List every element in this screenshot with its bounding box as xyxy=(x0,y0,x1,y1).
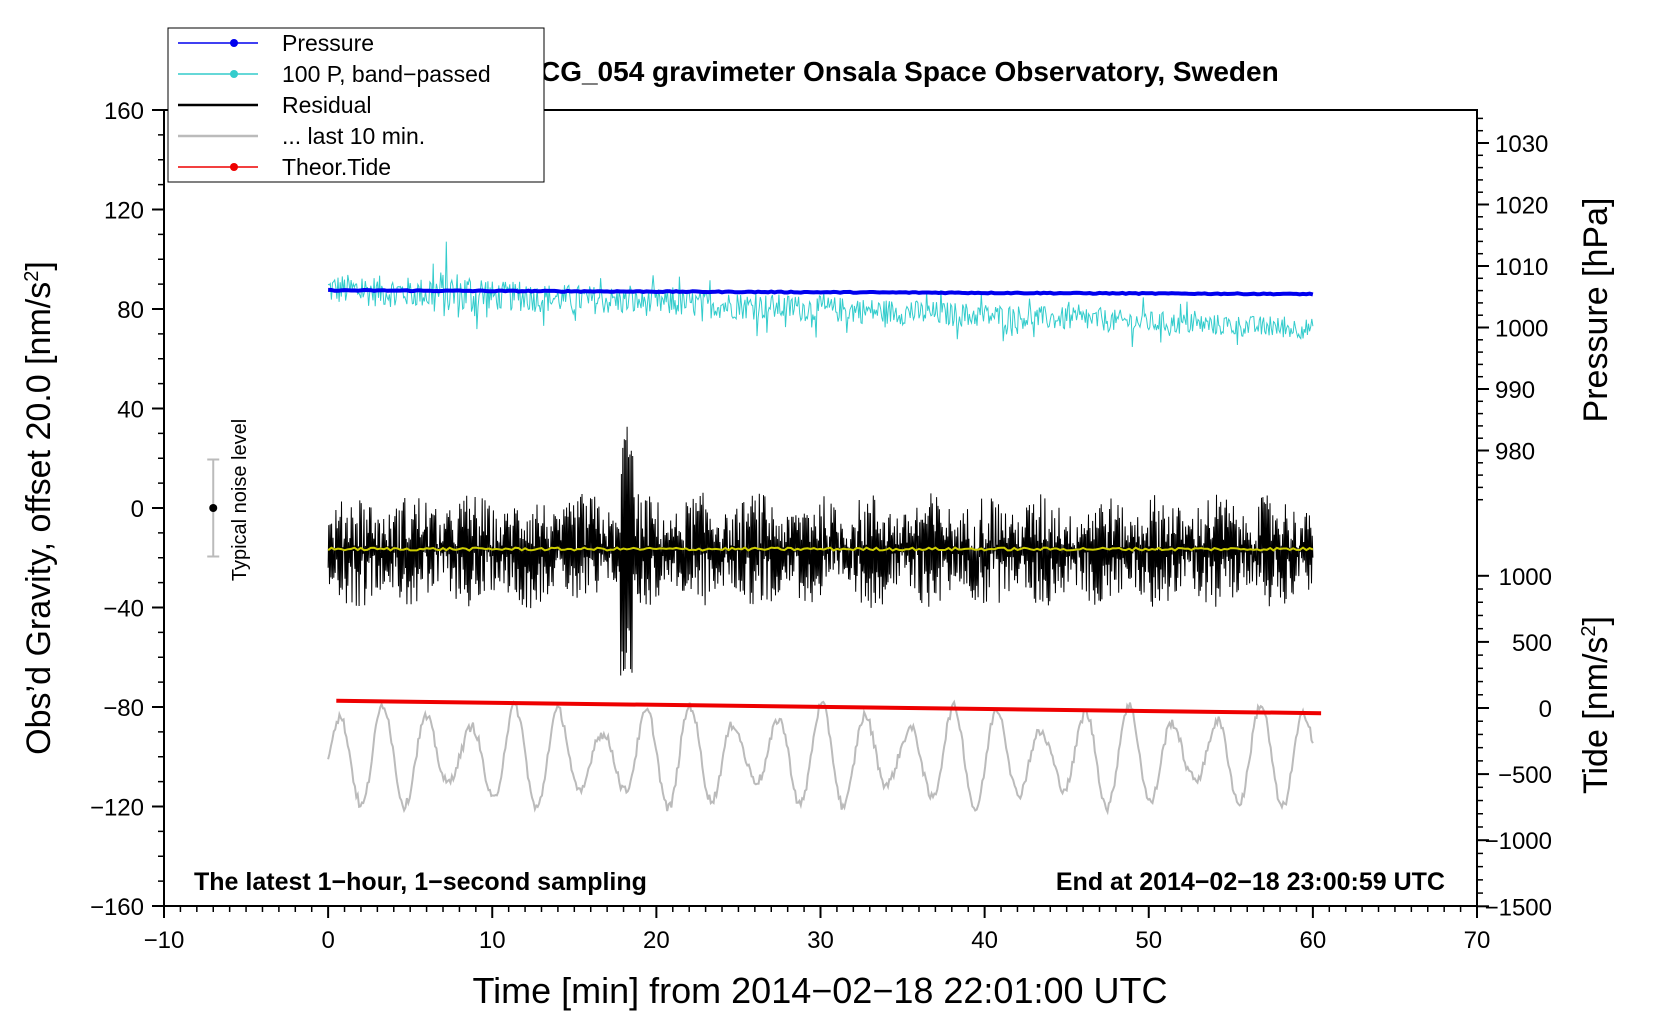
series-last-10-min-line xyxy=(327,699,1314,816)
x-tick-label-2: 10 xyxy=(479,927,506,954)
y-axis-pressure: 980 990 1000 1010 1020 1030 xyxy=(1477,117,1548,501)
annotation-bottom-right: End at 2014−02−18 23:00:59 UTC xyxy=(1056,868,1445,896)
tide-tick-label-5: 1000 xyxy=(1499,564,1552,591)
legend-marker-0 xyxy=(230,39,238,47)
y-tick-label-8: 160 xyxy=(104,98,144,125)
pressure-tick-label-1: 990 xyxy=(1495,377,1535,404)
y-axis-tide-label-close: ] xyxy=(1577,616,1615,625)
y-axis-left: −160 −120 −80 −40 0 40 80 120 160 xyxy=(90,98,164,921)
series-tide-line xyxy=(336,698,1322,716)
series-band-passed-line xyxy=(327,241,1314,348)
x-tick-label-6: 50 xyxy=(1135,927,1162,954)
series-pressure-line xyxy=(328,287,1314,297)
legend-label-0: Pressure xyxy=(282,30,374,56)
annotation-bottom-left: The latest 1−hour, 1−second sampling xyxy=(194,868,647,896)
tide-tick-label-4: 500 xyxy=(1512,630,1552,657)
pressure-tick-label-4: 1020 xyxy=(1495,193,1548,220)
y-axis-left-label-close: ] xyxy=(20,261,58,270)
x-tick-label-3: 20 xyxy=(643,927,670,954)
y-tick-label-0: −160 xyxy=(90,894,144,921)
y-tick-label-4: 0 xyxy=(131,496,144,523)
y-axis-tide-label-main: Tide [nm/s xyxy=(1577,637,1615,794)
noise-bar xyxy=(207,458,220,558)
x-tick-label-4: 30 xyxy=(807,927,834,954)
pressure-tick-label-0: 980 xyxy=(1495,439,1535,466)
noise-bar-label: Typical noise level xyxy=(229,419,251,581)
tide-tick-label-0: −1500 xyxy=(1485,894,1552,921)
y-axis-left-label-main: Obs’d Gravity, offset 20.0 [nm/s xyxy=(20,282,58,755)
tide-tick-label-1: −1000 xyxy=(1485,828,1552,855)
x-tick-label-1: 0 xyxy=(321,927,334,954)
pressure-tick-label-2: 1000 xyxy=(1495,316,1548,343)
noise-bar-point xyxy=(209,504,218,512)
pressure-tick-label-3: 1010 xyxy=(1495,254,1548,281)
y-axis-pressure-label: Pressure [hPa] xyxy=(1577,198,1615,423)
y-axis-left-label: Obs’d Gravity, offset 20.0 [nm/s2] xyxy=(20,261,58,755)
series-layer xyxy=(327,241,1322,816)
pressure-tick-label-5: 1030 xyxy=(1495,131,1548,158)
x-tick-label-7: 60 xyxy=(1300,927,1327,954)
tide-tick-label-3: 0 xyxy=(1539,696,1552,723)
y-axis-tide-label-sup: 2 xyxy=(1578,625,1600,636)
y-axis-left-label-sup: 2 xyxy=(21,271,43,282)
tide-tick-label-2: −500 xyxy=(1498,762,1552,789)
legend-label-1: 100 P, band−passed xyxy=(282,61,491,87)
legend-label-3: ... last 10 min. xyxy=(282,123,425,149)
y-axis-tide-label: Tide [nm/s2] xyxy=(1577,616,1615,794)
chart-title: SCG_054 gravimeter Onsala Space Observat… xyxy=(521,56,1278,87)
y-tick-label-5: 40 xyxy=(117,397,144,424)
y-tick-label-3: −40 xyxy=(103,596,144,623)
y-tick-label-7: 120 xyxy=(104,198,144,225)
legend-marker-1 xyxy=(230,70,238,78)
y-tick-label-6: 80 xyxy=(117,297,144,324)
series-residual-line xyxy=(327,426,1314,676)
legend-label-4: Theor.Tide xyxy=(282,154,391,180)
legend-label-2: Residual xyxy=(282,92,372,118)
x-tick-label-8: 70 xyxy=(1464,927,1491,954)
x-axis: −10 0 10 20 30 40 50 60 70 xyxy=(144,906,1491,954)
series-residual-mean-line xyxy=(327,546,1314,552)
x-tick-label-0: −10 xyxy=(144,927,185,954)
x-axis-label: Time [min] from 2014−02−18 22:01:00 UTC xyxy=(472,970,1167,1011)
y-tick-label-1: −120 xyxy=(90,795,144,822)
legend: Pressure 100 P, band−passed Residual ... la… xyxy=(167,27,545,183)
x-tick-label-5: 40 xyxy=(971,927,998,954)
legend-marker-4 xyxy=(230,163,238,171)
y-axis-tide: −1500 −1000 −500 0 500 1000 xyxy=(1477,564,1552,921)
y-tick-label-2: −80 xyxy=(103,695,144,722)
